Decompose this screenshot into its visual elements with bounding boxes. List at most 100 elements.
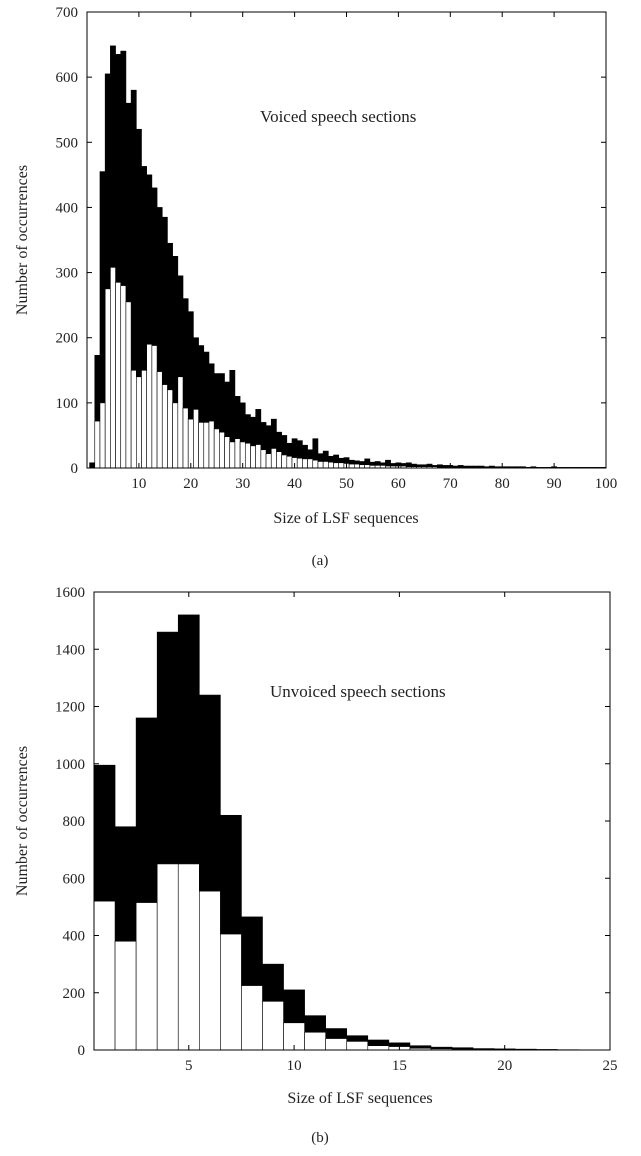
bar-a-s1-21 <box>193 409 198 468</box>
y-tick-label-a: 600 <box>56 70 79 86</box>
bar-a-s0-1 <box>90 463 95 468</box>
bar-a-s1-42 <box>302 459 307 468</box>
bar-a-s1-39 <box>287 456 292 468</box>
bar-a-s1-43 <box>308 459 313 468</box>
bars-b <box>94 615 578 1050</box>
bar-a-s1-18 <box>178 377 183 468</box>
bar-b-s1-2 <box>115 941 136 1050</box>
bar-b-s1-5 <box>178 864 199 1050</box>
x-tick-label-b: 20 <box>497 1058 512 1074</box>
x-tick-label-a: 60 <box>391 476 406 492</box>
bar-a-s1-35 <box>266 454 271 468</box>
y-tick-label-a: 100 <box>56 396 79 412</box>
y-tick-label-b: 200 <box>63 986 86 1002</box>
bar-a-s1-22 <box>199 422 204 468</box>
y-tick-label-b: 1600 <box>55 585 85 601</box>
bar-a-s1-5 <box>110 267 115 468</box>
annotation-a: Voiced speech sections <box>260 107 416 126</box>
bar-a-s1-13 <box>152 346 157 468</box>
bar-a-s1-7 <box>121 286 126 468</box>
y-tick-label-a: 0 <box>71 461 79 477</box>
x-tick-label-a: 80 <box>495 476 510 492</box>
bar-a-s1-9 <box>131 370 136 468</box>
bar-a-s1-45 <box>318 461 323 468</box>
bar-a-s1-41 <box>297 458 302 468</box>
x-tick-label-b: 15 <box>392 1058 407 1074</box>
bar-b-s1-13 <box>347 1041 368 1050</box>
bar-a-s1-33 <box>256 445 261 468</box>
bar-a-s1-23 <box>204 422 209 468</box>
y-tick-label-a: 200 <box>56 331 79 347</box>
bar-b-s1-7 <box>220 934 241 1050</box>
x-tick-label-b: 25 <box>603 1058 618 1074</box>
y-tick-label-a: 500 <box>56 135 79 151</box>
y-tick-label-b: 1200 <box>55 700 85 716</box>
x-tick-label-a: 90 <box>547 476 562 492</box>
x-tick-label-a: 40 <box>287 476 302 492</box>
y-tick-label-b: 0 <box>78 1043 86 1059</box>
y-tick-label-a: 400 <box>56 200 79 216</box>
bar-a-s1-17 <box>173 403 178 468</box>
y-tick-label-b: 1400 <box>55 642 85 658</box>
bar-a-s1-29 <box>235 439 240 468</box>
bar-a-s1-11 <box>142 370 147 468</box>
bar-a-s1-14 <box>157 372 162 468</box>
bar-b-s1-11 <box>305 1032 326 1050</box>
bar-a-s1-27 <box>225 437 230 468</box>
bar-a-s1-51 <box>349 464 354 468</box>
y-tick-label-b: 600 <box>63 871 86 887</box>
x-axis-label-b: Size of LSF sequences <box>287 1090 432 1107</box>
bar-b-s1-12 <box>326 1039 347 1050</box>
y-tick-label-a: 700 <box>56 5 79 21</box>
bar-a-s1-6 <box>116 282 121 468</box>
x-tick-label-a: 30 <box>235 476 250 492</box>
bar-a-s1-48 <box>334 463 339 468</box>
y-tick-label-a: 300 <box>56 266 79 282</box>
bar-a-s1-28 <box>230 442 235 468</box>
bar-a-s1-10 <box>136 377 141 468</box>
bar-a-s1-16 <box>167 390 172 468</box>
x-tick-label-a: 100 <box>595 476 618 492</box>
bar-a-s1-8 <box>126 302 131 468</box>
x-axis-label-a: Size of LSF sequences <box>273 510 418 527</box>
bar-a-s1-44 <box>313 460 318 468</box>
bar-a-s1-2 <box>95 421 100 468</box>
bar-a-s1-31 <box>245 443 250 468</box>
y-tick-label-b: 400 <box>63 929 86 945</box>
y-tick-label-b: 1000 <box>55 757 85 773</box>
bar-a-s1-32 <box>250 446 255 468</box>
bar-a-s1-20 <box>188 419 193 468</box>
bar-a-s1-12 <box>147 344 152 468</box>
bar-a-s1-15 <box>162 385 167 468</box>
bar-a-s1-26 <box>219 432 224 468</box>
bar-b-s1-9 <box>262 1001 283 1050</box>
bar-a-s1-25 <box>214 429 219 468</box>
bar-b-s1-8 <box>241 986 262 1050</box>
bar-b-s1-4 <box>157 864 178 1050</box>
x-tick-label-a: 20 <box>183 476 198 492</box>
y-tick-label-b: 800 <box>63 814 86 830</box>
bar-a-s1-4 <box>105 289 110 468</box>
x-tick-label-b: 5 <box>185 1058 193 1074</box>
bar-a-s1-3 <box>100 403 105 468</box>
bar-a-s1-49 <box>339 463 344 468</box>
bar-a-s1-37 <box>276 452 281 468</box>
bar-a-s1-38 <box>282 455 287 468</box>
bar-b-s1-14 <box>368 1046 389 1050</box>
x-tick-label-a: 10 <box>131 476 146 492</box>
bar-b-s1-3 <box>136 903 157 1050</box>
annotation-b: Unvoiced speech sections <box>270 682 446 701</box>
bar-a-s1-19 <box>183 408 188 468</box>
bar-a-s1-52 <box>354 464 359 468</box>
y-axis-label-a: Number of occurrences <box>14 165 31 315</box>
x-tick-label-a: 70 <box>443 476 458 492</box>
bar-a-s1-34 <box>261 450 266 468</box>
bar-a-s1-24 <box>209 421 214 468</box>
caption-b: (b) <box>311 1130 329 1146</box>
bar-a-s1-46 <box>323 461 328 468</box>
bar-b-s1-6 <box>199 891 220 1050</box>
caption-a: (a) <box>312 553 329 569</box>
